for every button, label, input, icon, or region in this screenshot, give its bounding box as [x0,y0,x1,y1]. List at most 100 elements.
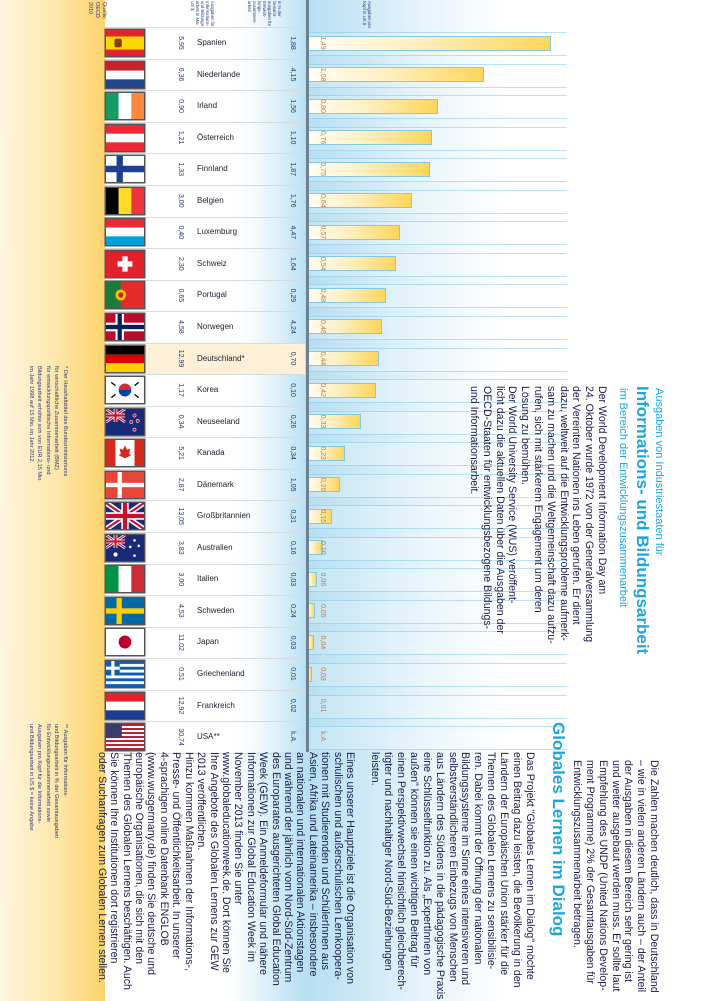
spending-value: 0,34 [177,414,184,429]
flag-wrap [106,471,144,498]
country-name-wrap: Italien [197,567,267,591]
flag-wrap [106,345,144,372]
spending-value: 12,92 [177,696,184,715]
percent-value: 1,64 [289,257,296,271]
bar-value-label: 0,57 [319,225,326,240]
text-line: ren. Dabei kommt der Öffnung der nationa… [472,752,485,965]
flag-ireland-icon [106,93,144,120]
intro-kicker: Ausgaben von Industriestaaten für [653,388,665,556]
country-name: Schweden [197,605,235,615]
intro-subtitle: im Bereich der Entwicklungszusammenarbei… [617,388,629,608]
text-line: – wie in vielen anderen Ländern auch – d… [635,760,648,993]
bar-value-label: 0,10 [319,540,326,555]
intro-paragraph: Der World Development Information Day am… [467,386,608,644]
spending-value: 3,83 [177,540,184,555]
row-separator [105,437,305,439]
text-line: OECD-Staaten für entwicklungsbezogene Bi… [480,386,493,630]
flag-norway-icon [106,313,144,340]
spending-value: 0,90 [177,99,184,113]
flag-wrap [106,187,144,214]
flag-wrap [105,407,144,435]
text-line: Asien, Afrika und Lateinamerika – insbes… [306,752,319,977]
text-line: und während der jährlich vom Nord-Süd-Ze… [281,752,294,983]
chart-axis-line [306,0,309,752]
flag-wrap [106,250,144,277]
country-name-wrap: Neuseeland [197,410,267,434]
bar-0 [307,35,552,51]
spending-value: 5,21 [177,446,184,460]
flag-usa-icon [106,724,144,751]
flag-austria-icon [106,124,144,151]
dialog-paragraph-1: Das Projekt "Globales Lernen im Dialog" … [368,752,536,999]
dialog-paragraph-2: Eines unserer Hauptziele ist die Organis… [95,752,356,990]
text-line: Ihre Angebote des Globalen Lernens zur G… [207,752,220,971]
country-name-wrap: Kanada [197,441,267,465]
percent-value: 4,15 [289,67,296,82]
percent-value: 0,03 [289,572,296,587]
flag-wrap [106,629,144,656]
row-separator [105,405,305,407]
text-line: und Bildungsarbeit in % der Gesamtausgab… [53,724,60,839]
bar-value-label: 0,20 [319,477,326,492]
country-name: USA** [197,732,220,742]
row-separator [105,626,305,628]
text-line: europäische Organisationen, die sich mit… [133,752,146,964]
flag-italy-icon [106,566,144,593]
bar-value-label: 0,76 [319,130,326,145]
percent-value: k.A. [289,731,296,744]
flag-wrap [106,93,144,120]
spending-value: 2,87 [177,477,184,492]
bar-value-label: 0,46 [319,320,326,334]
country-name-wrap: Griechenland [197,662,267,686]
percent-value: 1,05 [289,477,296,492]
country-name-wrap: Luxemburg [197,220,267,244]
bar-value-label: 0,04 [319,635,326,650]
text-line: sam zu machen und die Weltgemeinschaft d… [544,386,557,644]
text-line: Der World University Service (WUS) veröf… [506,386,519,604]
percent-value: 0,34 [289,446,296,460]
row-separator [105,58,305,60]
text-line: Der World Development Information Day am [596,386,608,595]
spending-value: 1,17 [177,383,184,397]
text-line: Ausgaben pro Kopf für die Informations- [36,724,43,824]
row-separator [105,90,305,92]
percent-value: 0,02 [289,698,296,713]
text-line: 2013 veröffentlichen. [195,752,208,851]
text-line: Das Projekt "Globales Lernen im Dialog" … [524,752,536,980]
percent-value: 0,31 [289,509,296,524]
bar-value-label: 1,08 [319,67,326,82]
row-separator [105,374,305,376]
country-name-wrap: Deutschland* [197,347,267,371]
flag-wrap [106,282,144,309]
spending-value: 13,05 [177,507,184,526]
spending-value: 4,58 [177,320,184,334]
bar-track [307,663,567,687]
source-note: Quelle: OECD 2010 [86,2,107,30]
country-name: Dänemark [197,479,234,489]
country-name-wrap: Frankreich [197,694,267,718]
flag-netherlands-icon [106,61,144,88]
spending-value: 30,74 [177,728,184,746]
country-name: Belgien [197,195,224,205]
country-name: Finnland [197,164,228,174]
bar-value-label: 0,23 [319,446,326,460]
bar-value-label: 0,75 [319,162,326,176]
text-line: November 2013 finden Sie unter [232,752,245,905]
country-name: Japan [197,637,219,647]
text-line: schulischen und außerschulischen Lernkoo… [331,752,344,980]
row-separator [105,532,305,534]
percent-value: 0,29 [289,288,296,303]
text-line: ** Ausgaben für Informations- [62,724,68,798]
flag-wrap [104,500,146,532]
source-value: OECD 2010 [87,2,100,18]
flag-united-kingdom-icon [104,500,146,532]
row-separator [105,689,305,691]
footnote-2: ** Ausgaben für Informations-und Bildung… [26,724,69,838]
text-line: und Bildungsarbeit in US $ = keine Angab… [27,724,34,831]
text-line: oder Suchanfragen zum Globalen Lernen st… [95,752,108,983]
text-line: ment Programme) 2% der Gesamtausgaben fü… [584,760,597,984]
country-name: Italien [197,574,219,584]
text-line: www.globaleducationweek.de. Dort können … [219,752,232,973]
percent-value: 0,16 [289,540,296,555]
flag-wrap [106,440,144,467]
